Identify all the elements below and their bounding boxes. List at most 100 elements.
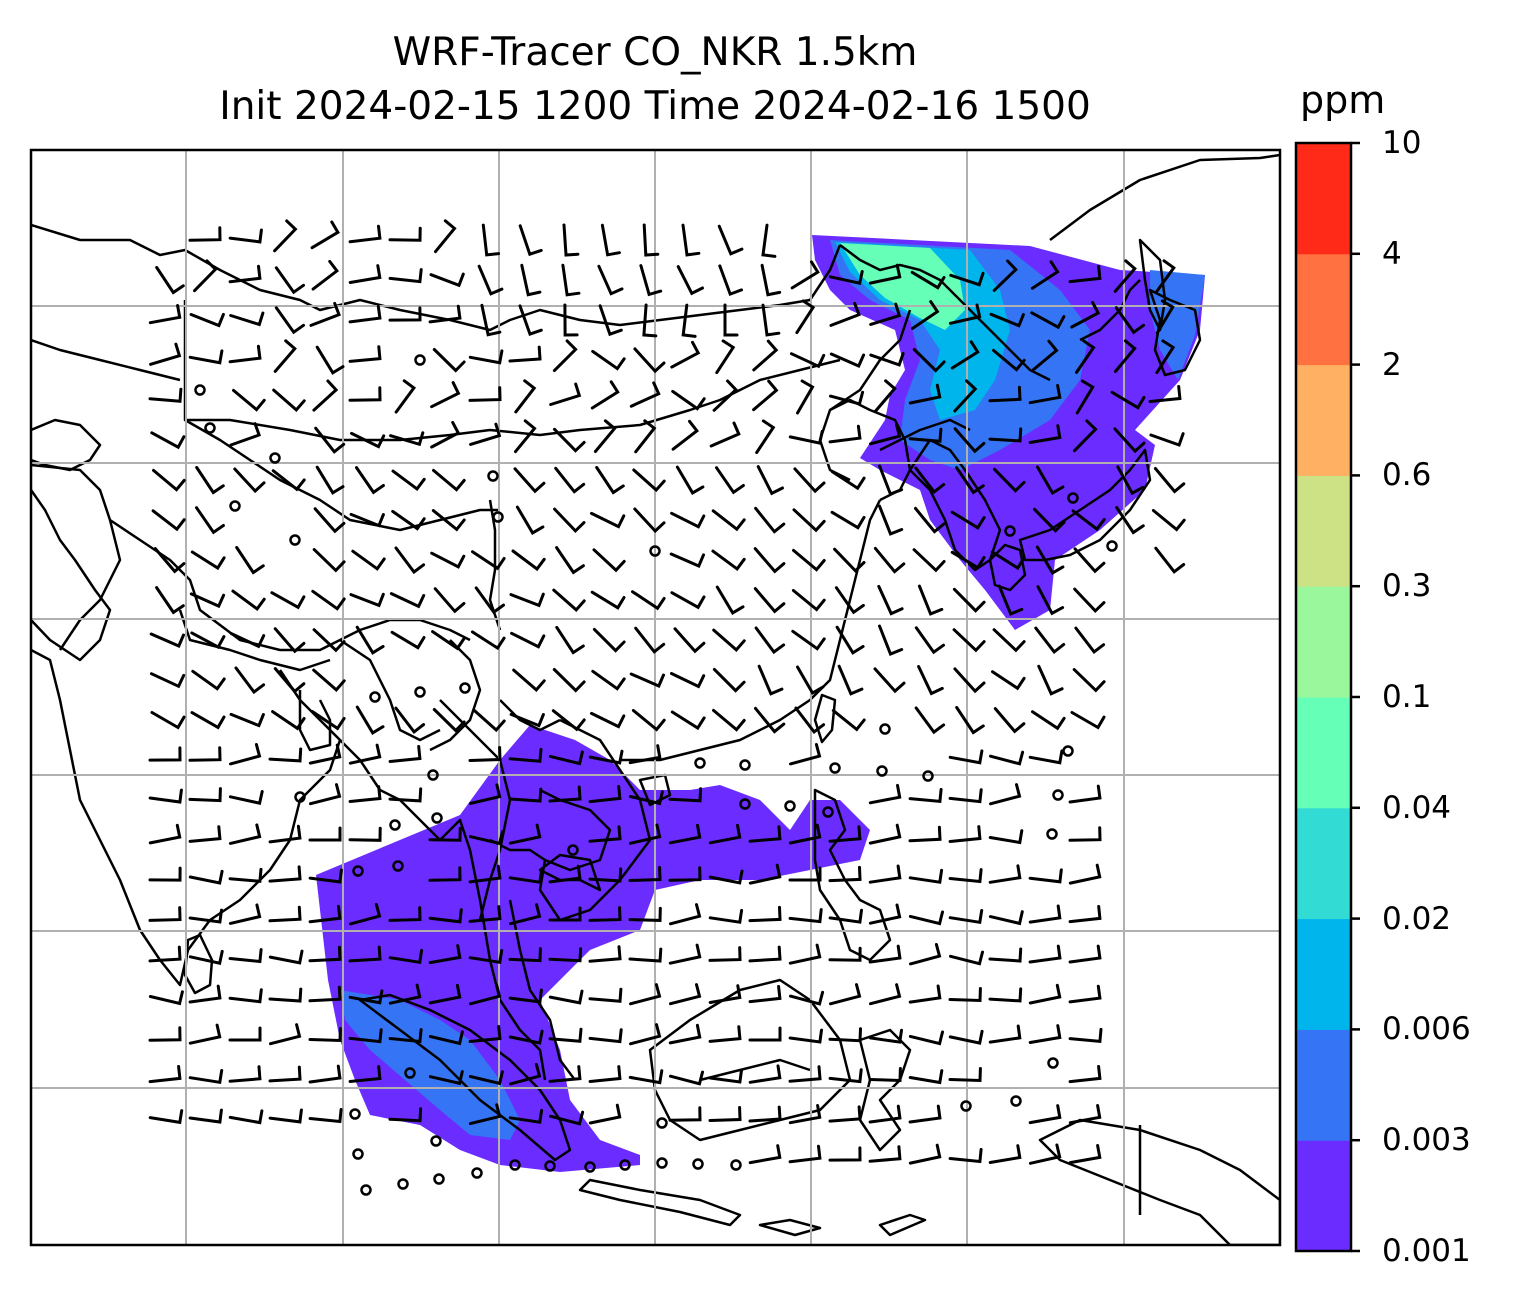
wind-barb (189, 592, 226, 609)
wind-barb (394, 706, 426, 735)
wind-barb (148, 746, 182, 762)
wind-barb (634, 626, 666, 654)
wind-barb (908, 984, 942, 1004)
wind-barb (148, 990, 184, 1006)
wind-barb (955, 706, 985, 735)
wind-barb (795, 299, 816, 335)
wind-barb (1075, 339, 1096, 374)
wind-barb (590, 590, 626, 610)
wind-barb (513, 467, 546, 494)
wind-barb (268, 747, 303, 763)
calm-wind-circle (656, 1117, 668, 1129)
wind-barb (514, 419, 537, 454)
wind-barb (552, 588, 586, 613)
wind-barb (670, 340, 701, 369)
wind-barb (548, 906, 582, 922)
wind-barb (268, 949, 304, 965)
wind-barb (311, 589, 346, 611)
wind-barb (708, 908, 744, 924)
wind-barb (268, 824, 302, 844)
calm-wind-circle (414, 354, 426, 366)
wind-barb (308, 985, 342, 1003)
wind-barb (388, 226, 422, 242)
wind-barb (588, 867, 623, 883)
wind-barb (914, 626, 945, 655)
wind-barb (561, 263, 581, 297)
wind-barb (675, 465, 705, 495)
wind-barb (312, 548, 346, 573)
wind-barb (669, 1070, 704, 1086)
wind-barb (188, 984, 222, 1004)
wind-barb (148, 906, 182, 922)
wind-barb (468, 746, 502, 762)
wind-barb (1031, 710, 1066, 731)
wind-barb (595, 466, 625, 495)
calm-wind-circle (349, 1108, 361, 1120)
calm-wind-circle (694, 757, 706, 769)
wind-barb (431, 630, 466, 651)
wind-barb (228, 948, 263, 964)
wind-barb (348, 785, 382, 803)
wind-barb (548, 947, 583, 963)
wind-barb (709, 421, 741, 448)
wind-barb (1074, 626, 1106, 654)
wind-barb (348, 826, 382, 842)
wind-barb (188, 825, 222, 843)
wind-barb (153, 547, 186, 574)
border-xinjiang (184, 418, 500, 532)
wind-barb (509, 712, 545, 728)
wind-barb (1073, 547, 1106, 574)
wind-barb (1153, 467, 1186, 494)
wind-barb (756, 465, 784, 496)
wind-barb (518, 304, 543, 337)
wind-barb (228, 344, 262, 364)
wind-barb (471, 550, 506, 571)
wind-barb (1070, 711, 1106, 730)
wind-barb (349, 512, 385, 528)
plume-south-outer (316, 725, 870, 1172)
wind-barb (511, 549, 546, 572)
wind-barb (952, 628, 986, 653)
colorbar-segment (1296, 1140, 1351, 1252)
wind-barb (788, 1028, 823, 1044)
wind-barb (592, 548, 626, 573)
wind-barb (273, 627, 306, 654)
wind-barb (753, 547, 786, 574)
wind-barb (273, 667, 306, 694)
wind-barb (430, 420, 461, 449)
wind-barb (148, 1026, 182, 1042)
wind-barb (668, 787, 703, 803)
wind-barb (950, 510, 986, 530)
wind-barb (588, 945, 622, 963)
wind-barb (1032, 339, 1059, 372)
wind-barb (1068, 784, 1102, 804)
wind-barb (591, 669, 626, 691)
wind-barb (878, 504, 904, 536)
wind-barb (311, 710, 346, 731)
wind-barb (914, 706, 946, 735)
colorbar-segment (1296, 807, 1351, 920)
wind-barb (509, 903, 542, 926)
calm-wind-circle (360, 1184, 372, 1196)
coastline-hainan (638, 773, 672, 807)
wind-barb (628, 906, 662, 922)
coastline-sri-lanka (183, 933, 214, 995)
coastline-borneo (648, 978, 852, 1142)
wind-barb (308, 826, 342, 842)
wind-barb (590, 711, 626, 729)
tracer-plume-south (316, 725, 870, 1172)
wind-barb (188, 1069, 224, 1085)
wind-barb (1075, 379, 1095, 415)
wind-barb (1033, 507, 1066, 533)
wind-barb (873, 546, 906, 574)
wind-barb (508, 823, 542, 845)
coastline-philippines (813, 788, 892, 962)
colorbar-tick-label: 0.1 (1382, 679, 1432, 715)
wind-barb (1036, 585, 1065, 616)
wind-barb (548, 1027, 583, 1043)
wind-barb (229, 743, 262, 766)
coastline-sulawesi (858, 1028, 912, 1152)
wind-barb (474, 586, 505, 615)
wind-barb (909, 943, 942, 966)
wind-barb (309, 301, 341, 327)
